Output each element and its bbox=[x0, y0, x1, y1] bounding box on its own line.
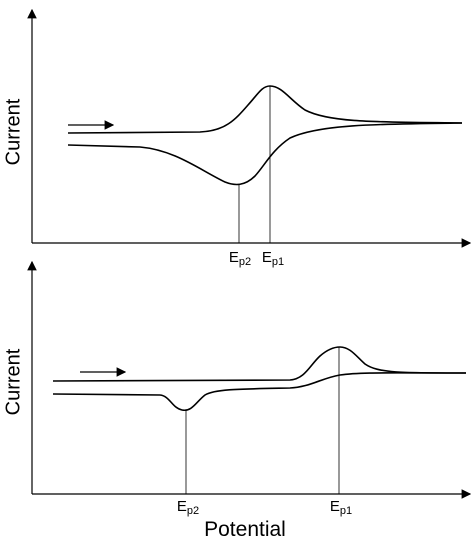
peak-subscript: p1 bbox=[340, 505, 352, 517]
peak-label: Ep1 bbox=[262, 249, 284, 268]
x-label: Potential bbox=[204, 518, 286, 541]
peak-subscript: p2 bbox=[239, 256, 251, 268]
bottom-panel: Current Ep2 Ep1 Potential bbox=[2, 260, 472, 541]
forward-scan bbox=[52, 346, 467, 382]
peak-label: Ep2 bbox=[177, 498, 199, 517]
peak-symbol: E bbox=[177, 498, 187, 515]
reverse-scan bbox=[52, 372, 467, 412]
peak-subscript: p2 bbox=[187, 505, 199, 517]
forward-scan bbox=[67, 85, 463, 134]
peak-symbol: E bbox=[229, 249, 239, 266]
top-panel: Current Ep2 Ep1 bbox=[2, 8, 472, 268]
peak-symbol: E bbox=[330, 498, 340, 515]
peak-label: Ep2 bbox=[229, 249, 251, 268]
peak-subscript: p1 bbox=[272, 256, 284, 268]
y-label: Current bbox=[2, 348, 24, 415]
peak-label: Ep1 bbox=[330, 498, 352, 517]
peak-symbol: E bbox=[262, 249, 272, 266]
y-label: Current bbox=[2, 98, 24, 165]
reverse-scan bbox=[67, 122, 463, 186]
